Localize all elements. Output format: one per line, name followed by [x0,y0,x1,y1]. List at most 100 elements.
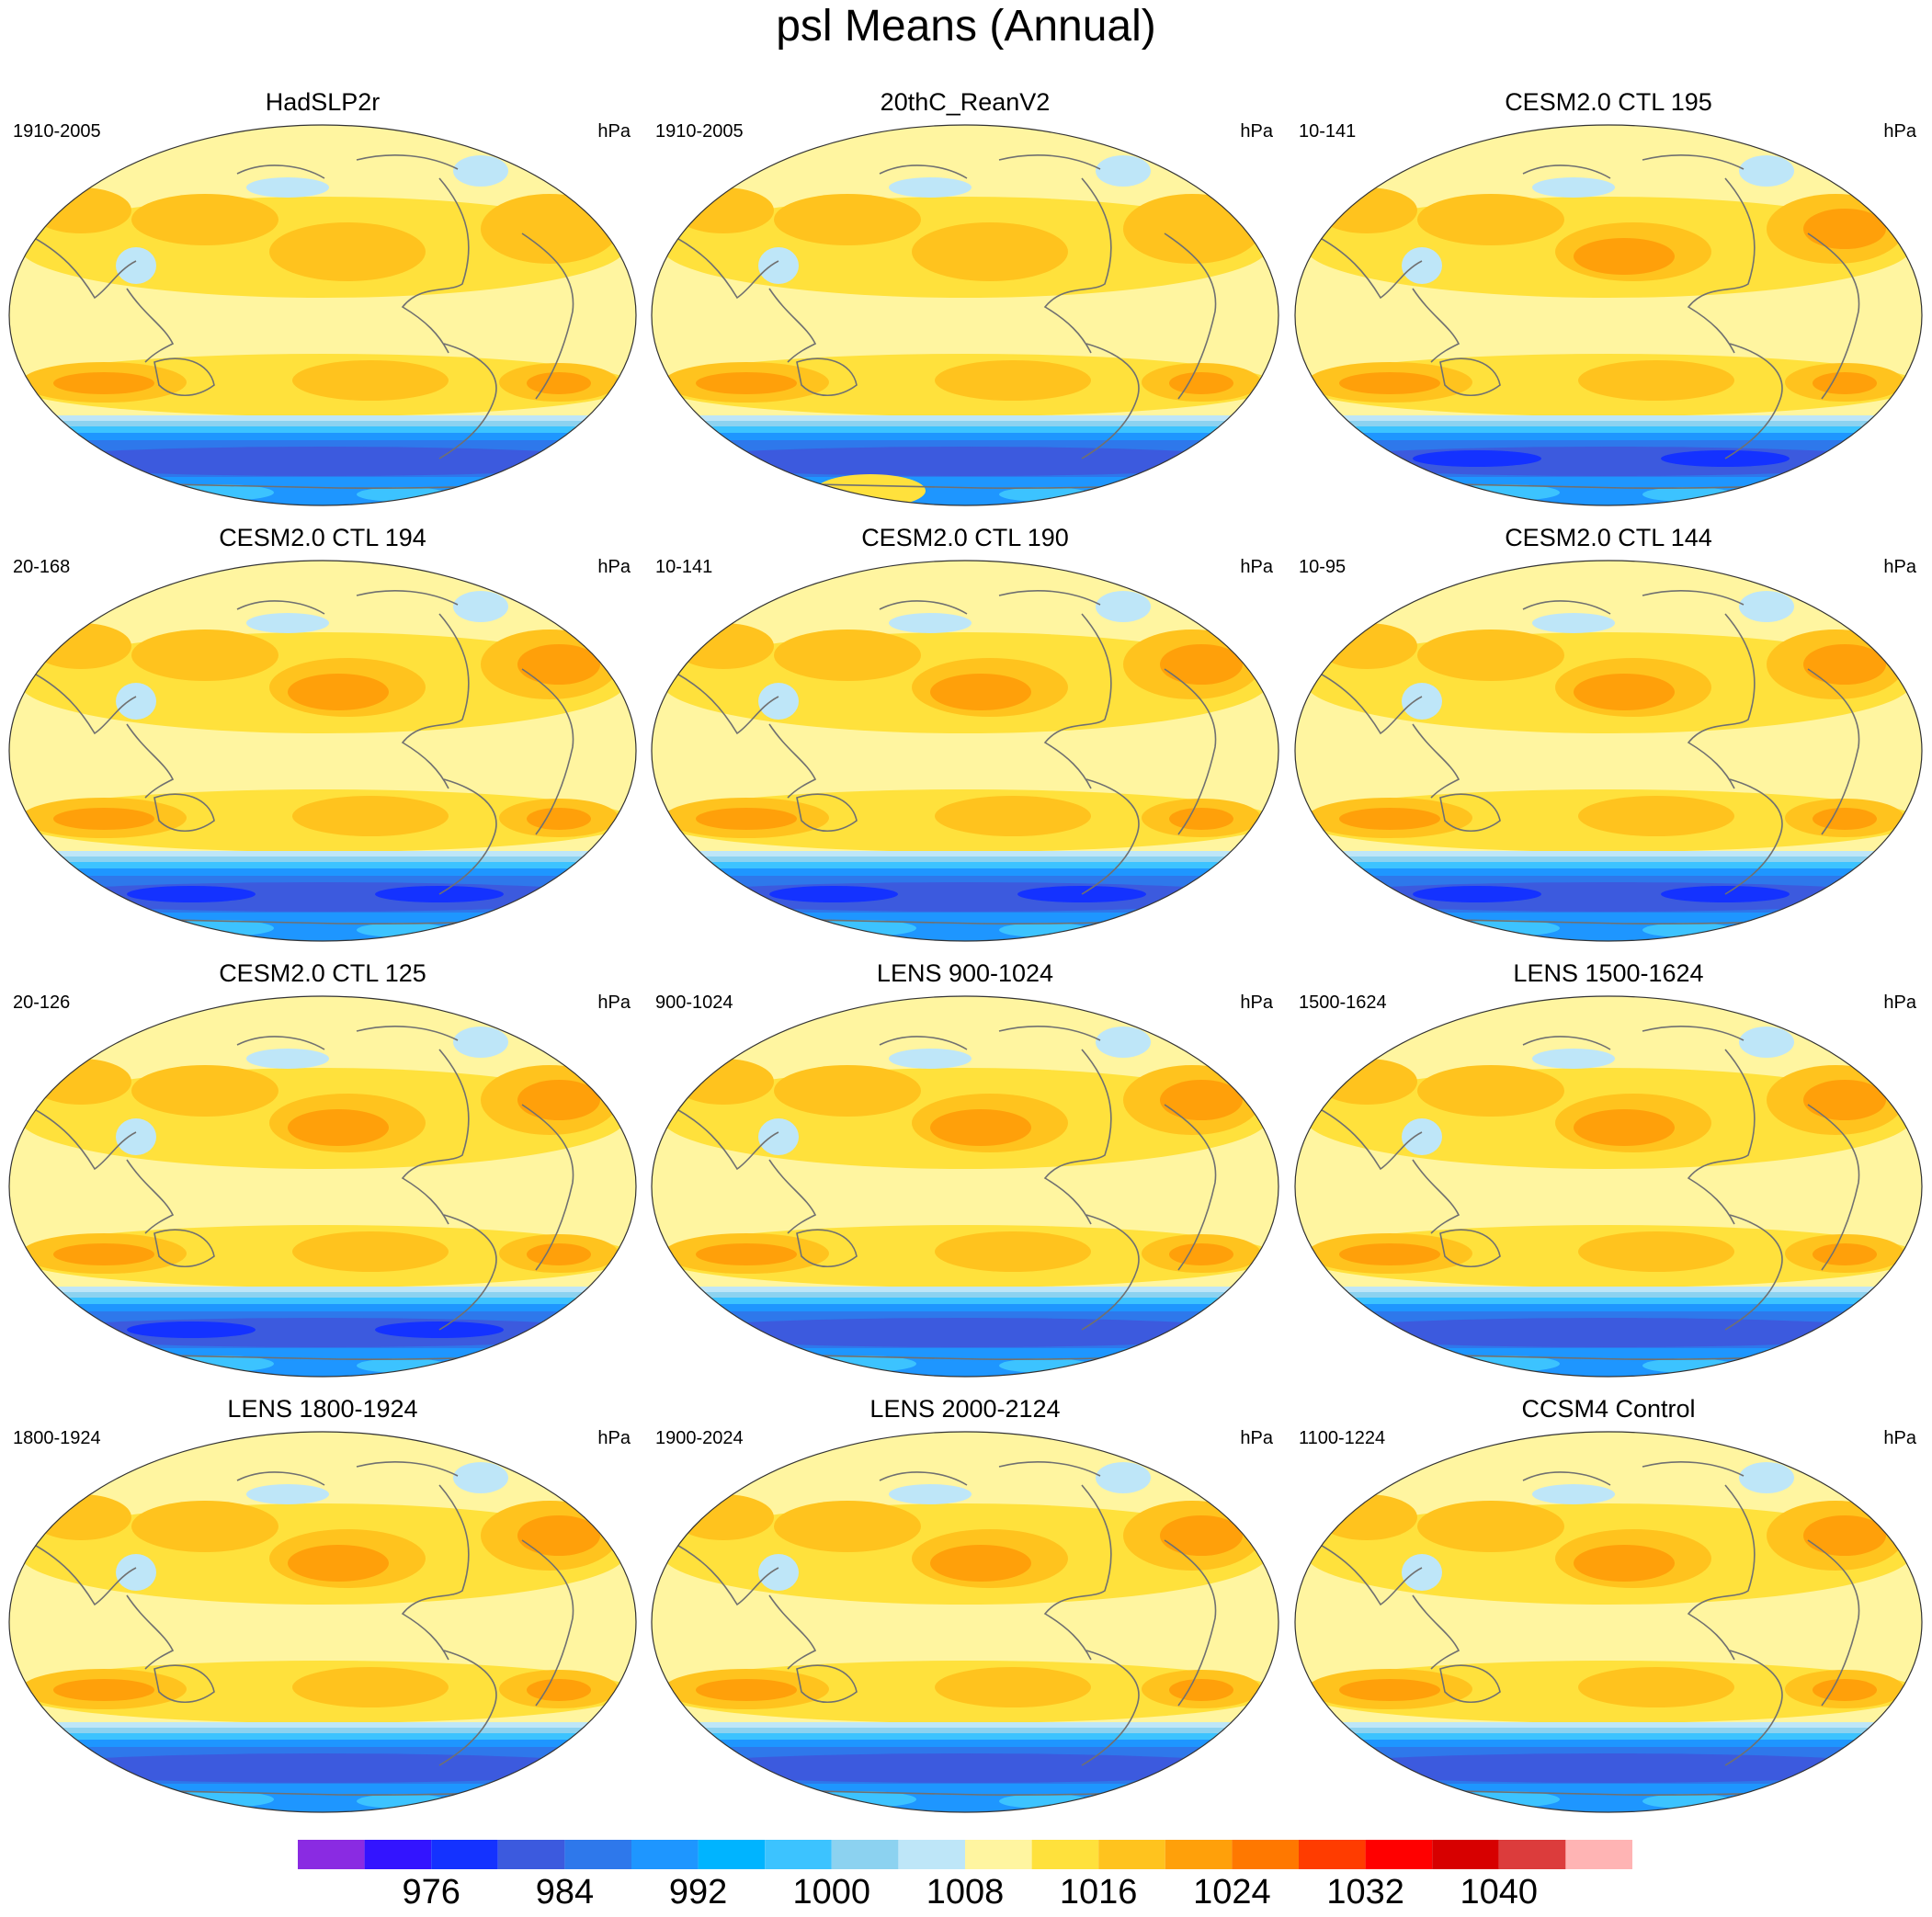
colorbar-swatch [631,1840,699,1869]
panel-title: HadSLP2r [265,88,381,116]
panel-units: hPa [1883,993,1916,1013]
north-america-coast [1043,1049,1112,1225]
south-america-coast [438,343,497,459]
panel-units: hPa [1883,121,1916,142]
colorbar-tick-label: 1032 [1326,1873,1404,1911]
colorbar-swatch [1299,1840,1366,1869]
map-plot [8,560,637,942]
siberia-coast [879,1036,968,1050]
aleutian-low [1532,1049,1615,1069]
australia-coast [153,793,215,832]
panel-period: 10-95 [1299,557,1347,577]
colorbar-swatch [431,1840,498,1869]
africa-coast [521,1104,574,1271]
asia-coast [1311,1104,1423,1171]
southeast-asia-coast [1412,723,1460,799]
azores-high-core [1160,1080,1243,1120]
africa-coast [521,668,574,835]
colorbar-tick-label: 976 [402,1873,460,1911]
map-plot [651,124,1279,506]
asia-coast [25,233,137,300]
icelandic-low [1096,591,1151,622]
icelandic-low [453,155,508,187]
map-border [1294,1431,1923,1813]
australia-coast [1439,1229,1501,1267]
map-panel-1: HadSLP2r 1910-2005 hPa [4,86,642,506]
atlantic-high-core [1169,808,1233,830]
siberian-high [131,1065,278,1117]
panel-title: LENS 1800-1924 [227,1395,418,1423]
atlantic-high-core [527,808,591,830]
pacific-high-core [1574,238,1675,275]
colorbar-swatch [698,1840,766,1869]
south-pacific-high [935,360,1091,401]
trough-core-west [1413,886,1541,902]
map-panel-12: CCSM4 Control 1100-1224 hPa [1290,1393,1927,1813]
colorbar-tick-label: 984 [535,1873,595,1911]
indian-high-core [1339,372,1440,394]
siberia-coast [879,164,968,179]
south-america-coast [1081,778,1140,895]
map-border [1294,124,1923,506]
pacific-high-core [288,674,389,710]
australia-coast [1439,1664,1501,1703]
panel-units: hPa [597,121,631,142]
asia-coast [667,668,779,735]
pacific-high-core [288,1545,389,1582]
asia-coast [25,668,137,735]
map-plot [1294,124,1923,506]
colorbar-swatch [1031,1840,1099,1869]
pacific-high-core [288,1109,389,1146]
azores-high [481,194,619,264]
aleutian-low [889,177,972,198]
atlantic-high-core [1813,1679,1877,1701]
azores-high-core [517,1080,600,1120]
panel-period: 900-1024 [655,993,733,1013]
aleutian-low [246,1484,329,1504]
north-america-coast [1687,613,1756,789]
south-america-coast [1081,1214,1140,1331]
map-border [651,560,1279,942]
colorbar-tick-label: 1000 [792,1873,871,1911]
map-border [8,1431,637,1813]
indian-high-core [53,1679,154,1701]
colorbar-swatch [1098,1840,1165,1869]
azores-high-core [1803,1080,1886,1120]
panel-title: CESM2.0 CTL 194 [219,524,426,551]
atlantic-high-core [1169,1243,1233,1265]
colorbar-swatch [1365,1840,1433,1869]
pacific-high-core [930,1545,1031,1582]
map-plot [8,124,637,506]
siberian-high [774,1501,921,1552]
south-pacific-high [1578,796,1734,836]
panel-title: LENS 900-1024 [876,959,1054,987]
pacific-high [269,222,426,281]
panel-units: hPa [597,993,631,1013]
colorbar-swatch [1232,1840,1299,1869]
south-pacific-high [1578,1231,1734,1272]
map-panel-6: CESM2.0 CTL 144 10-95 hPa [1290,522,1927,942]
indian-high-core [696,808,797,830]
panel-period: 20-126 [13,993,71,1013]
siberian-high [131,194,278,245]
colorbar-swatches [298,1840,1632,1869]
siberian-high [1417,194,1564,245]
colorbar-swatch [965,1840,1032,1869]
map-border [1294,995,1923,1378]
south-pacific-high [935,1667,1091,1707]
map-panel-4: CESM2.0 CTL 194 20-168 hPa [4,522,642,942]
south-pacific-high [292,796,449,836]
antarctic-margin [1295,1348,1922,1377]
australia-coast [1439,793,1501,832]
circumpolar-trough [662,447,1268,476]
asian-monsoon-low [1402,1554,1442,1591]
circumpolar-trough [1305,1318,1912,1347]
siberia-coast [1522,1036,1611,1050]
antarctic-margin [9,1348,636,1377]
indian-high-core [53,1243,154,1265]
africa-coast [1164,1539,1217,1707]
asia-coast [25,1104,137,1171]
circumpolar-trough [19,447,626,476]
africa-coast [1807,1104,1860,1271]
southeast-asia-coast [126,1159,175,1234]
